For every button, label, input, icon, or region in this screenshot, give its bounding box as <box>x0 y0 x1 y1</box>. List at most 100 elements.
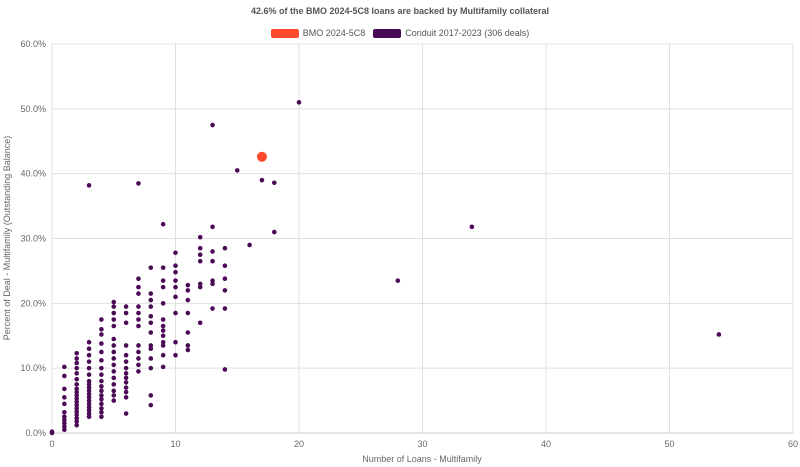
data-point-conduit <box>123 411 129 416</box>
data-point-conduit <box>74 422 79 428</box>
y-tick-label: 40.0% <box>20 169 46 179</box>
data-point-conduit <box>148 330 154 335</box>
data-point-conduit <box>74 382 79 387</box>
data-point-conduit <box>74 412 79 418</box>
data-point-conduit <box>197 234 203 240</box>
data-point-conduit <box>86 183 92 188</box>
data-point-conduit <box>148 304 154 309</box>
data-point-conduit <box>123 352 129 358</box>
data-point-conduit <box>222 367 228 372</box>
data-point-conduit <box>160 364 166 370</box>
data-point-conduit <box>111 398 117 403</box>
data-point-conduit <box>86 411 92 416</box>
data-point-conduit <box>99 393 104 398</box>
data-point-conduit <box>185 330 191 335</box>
y-axis-title: Percent of Deal - Multifamily (Outstandi… <box>2 136 12 341</box>
data-point-conduit <box>136 369 141 374</box>
legend-item-bmo[interactable]: BMO 2024-5C8 <box>270 28 366 38</box>
data-point-conduit <box>160 317 166 322</box>
y-tick-label: 0.0% <box>25 428 46 438</box>
x-tick-label: 60 <box>788 439 798 449</box>
data-point-conduit <box>123 359 129 364</box>
data-point-conduit <box>173 263 178 269</box>
data-point-conduit <box>62 409 67 415</box>
data-point-conduit <box>111 343 117 348</box>
legend-item-conduit[interactable]: Conduit 2017-2023 (306 deals) <box>373 28 529 38</box>
data-point-conduit <box>74 399 79 405</box>
data-point-conduit <box>74 396 79 401</box>
data-point-conduit <box>222 276 228 281</box>
data-point-conduit <box>111 310 117 316</box>
data-point-conduit <box>123 380 129 385</box>
data-point-conduit <box>185 343 191 348</box>
tick-label-layer: 0 10 20 30 40 50 60 0.0% 10.0% 20.0% 30.0% 40.0% 50.… <box>20 39 798 449</box>
x-tick-label: 10 <box>170 439 180 449</box>
data-point-conduit <box>86 414 92 420</box>
legend-label-bmo: BMO 2024-5C8 <box>302 28 366 38</box>
data-point-conduit <box>160 284 166 290</box>
data-point-conduit <box>111 323 117 329</box>
data-point-conduit <box>148 343 154 348</box>
data-point-conduit <box>62 386 67 392</box>
data-point-conduit <box>148 393 154 398</box>
data-point-conduit <box>136 362 141 368</box>
data-point-conduit <box>136 356 141 361</box>
data-point-conduit <box>210 306 215 311</box>
data-point-conduit <box>160 278 166 283</box>
data-point-conduit <box>136 323 141 329</box>
data-point-conduit <box>136 276 141 281</box>
data-point-conduit <box>247 242 252 248</box>
data-point-conduit <box>148 346 154 352</box>
data-point-conduit <box>99 365 104 371</box>
data-point-conduit <box>160 323 166 329</box>
data-point-conduit <box>99 396 104 402</box>
data-point-conduit <box>99 372 104 377</box>
data-point-conduit <box>185 282 191 288</box>
data-point-conduit <box>99 414 104 420</box>
data-point-conduit <box>185 288 191 293</box>
data-point-conduit <box>136 284 141 290</box>
data-point-conduit <box>173 310 178 316</box>
data-point-conduit <box>99 401 104 407</box>
data-point-conduit <box>86 372 92 377</box>
data-point-conduit <box>123 375 129 381</box>
data-point-conduit <box>148 314 154 319</box>
data-point-conduit <box>74 371 79 376</box>
data-point-conduit <box>197 245 203 251</box>
legend-swatch-conduit <box>373 28 402 38</box>
x-tick-label: 50 <box>664 439 674 449</box>
data-point-conduit <box>173 339 178 345</box>
data-point-conduit <box>222 288 228 293</box>
data-point-conduit <box>86 365 92 371</box>
data-point-conduit <box>148 291 154 296</box>
x-tick-label: 40 <box>541 439 551 449</box>
x-tick-label: 0 <box>49 439 54 449</box>
data-point-conduit <box>148 365 154 371</box>
data-point-conduit <box>185 347 191 353</box>
data-point-conduit <box>123 320 129 326</box>
data-point-conduit <box>173 250 178 256</box>
data-point-conduit <box>74 406 79 411</box>
grid-layer <box>51 43 794 434</box>
data-point-conduit <box>62 424 67 429</box>
data-point-conduit <box>259 177 265 183</box>
data-point-conduit <box>160 301 166 306</box>
data-point-conduit <box>160 221 166 227</box>
chart-title: 42.6% of the BMO 2024-5C8 loans are back… <box>250 6 550 16</box>
data-point-conduit <box>111 317 117 322</box>
data-point-conduit <box>210 122 215 128</box>
data-point-conduit <box>272 180 277 186</box>
data-point-conduit <box>86 352 92 358</box>
data-point-conduit <box>86 391 92 397</box>
data-point-conduit <box>123 385 129 390</box>
data-point-conduit <box>99 349 104 355</box>
data-point-conduit <box>62 395 67 400</box>
data-point-conduit <box>222 306 228 311</box>
data-point-conduit <box>86 378 92 384</box>
y-tick-label: 10.0% <box>20 363 46 373</box>
data-point-conduit <box>160 339 166 345</box>
data-point-conduit <box>74 356 79 361</box>
data-point-conduit <box>62 427 67 433</box>
data-point-conduit <box>395 278 401 283</box>
